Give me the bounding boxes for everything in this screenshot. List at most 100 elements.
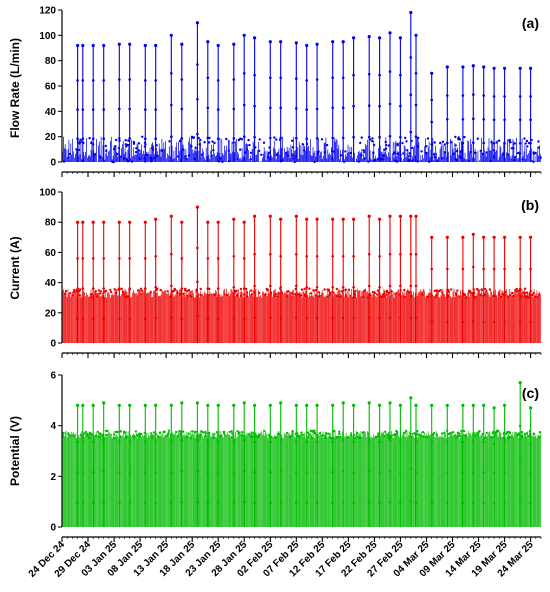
baseline-point <box>290 139 294 142</box>
baseline-point <box>301 143 304 146</box>
baseline-point <box>83 432 86 435</box>
spike-midpoint <box>76 317 79 321</box>
baseline-point <box>403 296 407 299</box>
baseline-point <box>175 430 178 434</box>
baseline-point <box>125 158 128 161</box>
spike-point <box>378 217 382 221</box>
baseline-point <box>335 287 338 291</box>
baseline-point <box>537 293 541 296</box>
spike-point <box>169 33 173 37</box>
baseline-point <box>320 138 324 141</box>
baseline-point <box>78 294 81 297</box>
spike-midpoint <box>414 284 418 288</box>
baseline-point <box>88 436 91 440</box>
baseline-point <box>510 147 513 150</box>
spike-midpoint <box>518 95 522 98</box>
spike-midpoint <box>409 499 413 503</box>
baseline-point <box>228 430 231 434</box>
spike-midpoint <box>242 103 246 107</box>
baseline-point <box>139 287 143 290</box>
baseline-point <box>407 290 410 294</box>
spike-midpoint <box>331 501 335 505</box>
spike-midpoint <box>196 98 199 101</box>
spike-midpoint <box>216 440 220 444</box>
baseline-point <box>274 436 278 439</box>
baseline-point <box>326 295 329 299</box>
spike-point <box>180 401 184 405</box>
baseline-point <box>457 136 460 139</box>
spike-point <box>268 40 272 44</box>
spike-midpoint <box>518 496 522 500</box>
spike-point <box>445 403 449 407</box>
spike-midpoint <box>102 257 105 260</box>
baseline-point <box>515 290 518 293</box>
baseline-point <box>122 293 126 296</box>
baseline-point <box>204 435 207 438</box>
spike-midpoint <box>102 108 105 111</box>
spike-midpoint <box>196 500 199 504</box>
spike-midpoint <box>206 106 210 110</box>
baseline-point <box>176 155 180 158</box>
baseline-point <box>353 294 356 297</box>
spike-point <box>430 71 434 75</box>
spike-point <box>529 235 533 239</box>
spike-midpoint <box>295 440 298 444</box>
spike-midpoint <box>76 257 79 260</box>
spike-midpoint <box>216 79 220 82</box>
spike-point <box>352 36 356 40</box>
baseline-point <box>455 149 459 153</box>
spike-midpoint <box>216 471 220 474</box>
baseline-point <box>402 152 405 155</box>
baseline-point <box>112 436 116 440</box>
spike-midpoint <box>378 135 381 139</box>
spike-midpoint <box>482 440 486 444</box>
baseline-point <box>441 140 445 143</box>
spike-point <box>482 235 486 239</box>
baseline-point <box>138 435 141 438</box>
baseline-point <box>308 287 311 290</box>
baseline-point <box>383 434 386 438</box>
spike-midpoint <box>170 501 173 505</box>
spike-midpoint <box>81 471 85 474</box>
spike-midpoint <box>269 76 272 80</box>
spike-midpoint <box>399 73 402 77</box>
baseline-point <box>310 292 313 295</box>
baseline-point <box>248 143 251 147</box>
baseline-point <box>62 432 65 435</box>
baseline-point <box>454 135 457 139</box>
baseline-point <box>125 145 128 148</box>
spike-midpoint <box>378 286 381 289</box>
y-tick-label: 2 <box>50 472 56 483</box>
spike-midpoint <box>378 471 381 474</box>
spike-midpoint <box>492 118 496 122</box>
spike-midpoint <box>81 317 85 321</box>
baseline-point <box>507 295 510 299</box>
spike-midpoint <box>232 316 236 320</box>
baseline-point <box>251 435 254 438</box>
potential-panel: 0 2 4 6 Potential (V) (c) <box>8 371 542 542</box>
spike-midpoint <box>170 471 173 474</box>
baseline-point <box>494 433 497 437</box>
baseline-point <box>376 289 380 292</box>
baseline-point <box>386 434 389 437</box>
spike-midpoint <box>76 471 79 474</box>
spike-midpoint <box>196 132 199 136</box>
baseline-point <box>373 291 377 295</box>
spike-midpoint <box>472 320 475 323</box>
spike-midpoint <box>409 316 413 319</box>
spike-point <box>378 403 382 407</box>
spike-midpoint <box>378 440 381 444</box>
baseline-point <box>111 160 114 164</box>
spike-midpoint <box>461 294 465 297</box>
baseline-point <box>421 431 425 434</box>
spike-midpoint <box>378 501 381 505</box>
baseline-point <box>274 295 277 298</box>
spike-point <box>471 64 475 68</box>
baseline-point <box>450 288 453 291</box>
spike-midpoint <box>305 501 309 505</box>
spike-midpoint <box>446 118 449 121</box>
spike-midpoint <box>315 316 319 320</box>
spike-midpoint <box>472 141 475 144</box>
baseline-point <box>489 159 492 163</box>
spike-midpoint <box>206 257 210 260</box>
